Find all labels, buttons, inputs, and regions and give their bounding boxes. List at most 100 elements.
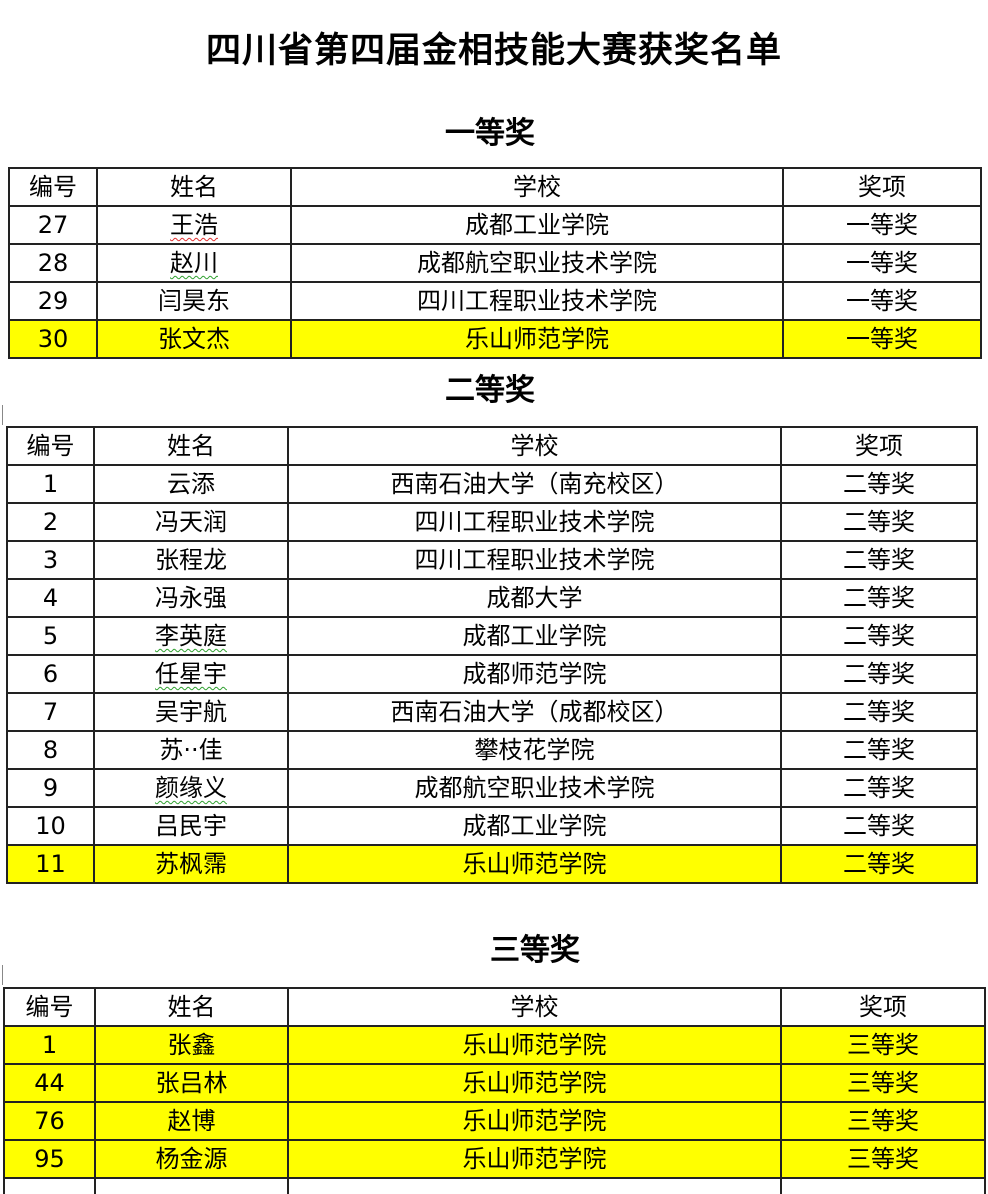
header-name: 姓名 (93, 426, 289, 466)
cell-award-text: 二等奖 (843, 774, 915, 802)
cell-name: 任星宇 (93, 654, 289, 694)
cell-name-text: 吴宇航 (155, 698, 227, 726)
cell-school-text: 乐山师范学院 (462, 1107, 607, 1135)
cell-number: 4 (6, 578, 95, 618)
cell-school: 乐山师范学院 (287, 844, 782, 884)
cell-school-text: 乐山师范学院 (462, 1069, 607, 1097)
table-row: 4 冯永强 成都大学 二等奖 (6, 578, 978, 618)
cell-award: 二等奖 (780, 654, 978, 694)
cell-award-text: 二等奖 (843, 546, 915, 574)
section-heading-second: 二等奖 (445, 373, 535, 408)
table-row: 29 闫昊东 四川工程职业技术学院 一等奖 (8, 281, 982, 321)
cell-school (287, 1177, 782, 1194)
cell-number-text: 3 (42, 546, 59, 574)
cell-name: 颜缘义 (93, 768, 289, 808)
cell-name: 闫昊东 (96, 281, 292, 321)
table-row: 27 王浩 成都工业学院 一等奖 (8, 205, 982, 245)
cell-award-text: 一等奖 (846, 249, 918, 277)
cell-award: 二等奖 (780, 616, 978, 656)
cell-number: 3 (6, 540, 95, 580)
cell-number: 7 (6, 692, 95, 732)
cell-award: 三等奖 (780, 1101, 986, 1141)
cell-school: 成都航空职业技术学院 (290, 243, 784, 283)
cell-school-text: 乐山师范学院 (462, 1145, 607, 1173)
cell-number-text: 5 (42, 622, 59, 650)
table-row: 95 杨金源 乐山师范学院 三等奖 (3, 1139, 986, 1179)
cell-name-text: 吕民宇 (155, 812, 227, 840)
table-row: 28 赵川 成都航空职业技术学院 一等奖 (8, 243, 982, 283)
cell-award-text: 一等奖 (846, 325, 918, 353)
cell-number: 28 (8, 243, 98, 283)
cell-number-text: 29 (37, 287, 69, 315)
table-row: 8 苏··佳 攀枝花学院 二等奖 (6, 730, 978, 770)
cell-number: 9 (6, 768, 95, 808)
cell-name-text: 冯天润 (155, 508, 227, 536)
cell-award: 三等奖 (780, 1025, 986, 1065)
table-row: 6 任星宇 成都师范学院 二等奖 (6, 654, 978, 694)
cell-number: 30 (8, 319, 98, 359)
cell-school-text: 四川工程职业技术学院 (417, 287, 657, 315)
cell-school-text: 成都师范学院 (462, 660, 607, 688)
cell-number: 8 (6, 730, 95, 770)
cell-number-text: 7 (42, 698, 59, 726)
second-prize-table: 编号 姓名 学校 奖项 1 云添 西南石油大学（南充校区） 二等奖 2 冯天润 四川工程职业技术学院… (6, 426, 978, 884)
table-row: 44 张吕林 乐山师范学院 三等奖 (3, 1063, 986, 1103)
cell-school-text: 乐山师范学院 (465, 325, 609, 353)
cell-school-text: 四川工程职业技术学院 (414, 546, 655, 574)
table-row: 3 张程龙 四川工程职业技术学院 二等奖 (6, 540, 978, 580)
cell-number: 29 (8, 281, 98, 321)
table-row: 76 赵博 乐山师范学院 三等奖 (3, 1101, 986, 1141)
first-prize-table: 编号 姓名 学校 奖项 27 王浩 成都工业学院 一等奖 28 赵川 成都航空职业技术学院 一等奖 29… (8, 167, 982, 359)
cell-award: 二等奖 (780, 806, 978, 846)
cell-award: 一等奖 (782, 205, 982, 245)
cell-school: 四川工程职业技术学院 (290, 281, 784, 321)
page-title: 四川省第四届金相技能大赛获奖名单 (205, 31, 782, 71)
table-row (3, 1177, 986, 1194)
cell-school-text: 成都航空职业技术学院 (417, 249, 657, 277)
header-number: 编号 (6, 426, 95, 466)
cell-school: 四川工程职业技术学院 (287, 502, 782, 542)
cell-name-text: 颜缘义 (155, 774, 227, 802)
cell-school-text: 成都工业学院 (462, 622, 607, 650)
cell-name-text: 任星宇 (155, 660, 227, 688)
cell-award-text: 二等奖 (843, 850, 915, 878)
cell-school-text: 成都工业学院 (462, 812, 607, 840)
cell-name: 王浩 (96, 205, 292, 245)
header-school: 学校 (290, 167, 784, 207)
cell-school: 乐山师范学院 (287, 1025, 782, 1065)
cell-number (3, 1177, 96, 1194)
cell-number: 5 (6, 616, 95, 656)
cell-number: 95 (3, 1139, 96, 1179)
cell-award-text: 二等奖 (843, 736, 915, 764)
cell-number-text: 1 (42, 470, 59, 498)
cell-name-text: 闫昊东 (158, 287, 230, 315)
cell-award: 二等奖 (780, 844, 978, 884)
cell-school-text: 成都大学 (486, 584, 583, 612)
cell-marker (2, 965, 3, 985)
table-row: 7 吴宇航 西南石油大学（成都校区） 二等奖 (6, 692, 978, 732)
cell-name-text: 云添 (167, 470, 215, 498)
cell-number: 27 (8, 205, 98, 245)
cell-number-text: 44 (34, 1069, 65, 1097)
cell-name: 吕民宇 (93, 806, 289, 846)
header-award: 奖项 (782, 167, 982, 207)
cell-award-text: 二等奖 (843, 470, 915, 498)
cell-name-text: 张程龙 (155, 546, 227, 574)
header-row: 编号 姓名 学校 奖项 (8, 167, 982, 207)
cell-name: 杨金源 (94, 1139, 289, 1179)
cell-school: 成都大学 (287, 578, 782, 618)
table-row: 11 苏枫霈 乐山师范学院 二等奖 (6, 844, 978, 884)
cell-school: 成都航空职业技术学院 (287, 768, 782, 808)
cell-school: 成都工业学院 (290, 205, 784, 245)
cell-name: 赵博 (94, 1101, 289, 1141)
cell-school: 乐山师范学院 (290, 319, 784, 359)
cell-award: 二等奖 (780, 502, 978, 542)
cell-award: 三等奖 (780, 1139, 986, 1179)
section-heading-third: 三等奖 (490, 933, 580, 968)
cell-award: 一等奖 (782, 243, 982, 283)
table-row: 1 云添 西南石油大学（南充校区） 二等奖 (6, 464, 978, 504)
cell-name: 李英庭 (93, 616, 289, 656)
cell-name: 赵川 (96, 243, 292, 283)
cell-number: 76 (3, 1101, 96, 1141)
cell-name: 张鑫 (94, 1025, 289, 1065)
